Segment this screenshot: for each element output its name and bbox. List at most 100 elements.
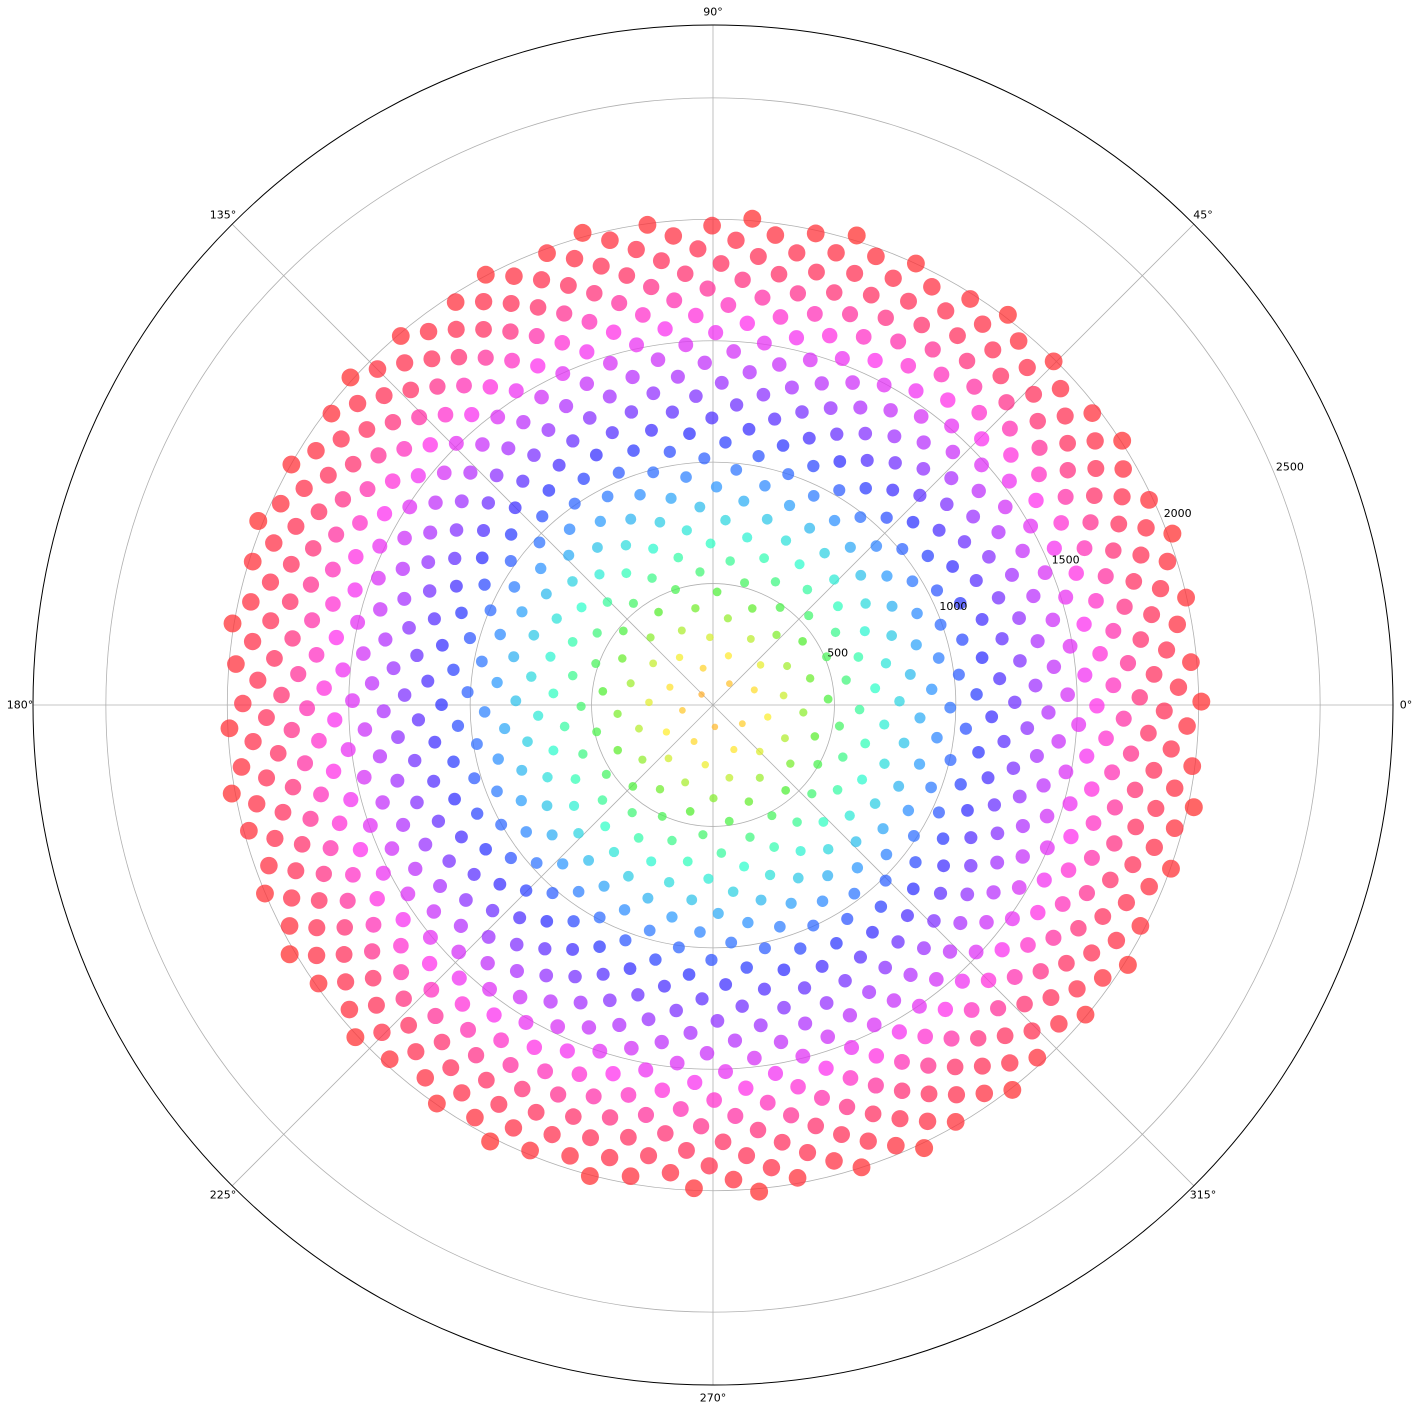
scatter-point [774,1134,791,1151]
scatter-point [582,1020,596,1034]
scatter-point [448,321,465,338]
scatter-point [529,328,545,344]
scatter-point [831,628,840,637]
scatter-point [627,679,635,687]
scatter-point [451,349,468,366]
scatter-point [726,344,741,359]
scatter-point [421,555,435,569]
scatter-point [760,1095,776,1111]
scatter-point [751,686,758,693]
scatter-point [789,330,804,345]
scatter-point [969,945,984,960]
scatter-point [622,1167,640,1185]
scatter-point [590,449,603,462]
scatter-point [244,553,262,571]
scatter-point [287,862,304,879]
scatter-point [917,1029,933,1045]
scatter-point [1029,413,1046,430]
scatter-point [499,723,510,734]
scatter-point [1052,380,1069,397]
scatter-point [352,515,368,531]
scatter-point [1003,447,1019,463]
scatter-point [598,687,607,696]
scatter-point [701,1157,718,1174]
scatter-point [396,818,410,832]
scatter-point [397,592,411,606]
scatter-point [745,797,754,806]
scatter-point [509,383,524,398]
scatter-point [1140,491,1158,509]
scatter-point [1031,466,1047,482]
scatter-point [806,674,814,682]
scatter-point [560,722,570,732]
scatter-point [703,217,721,235]
scatter-point [878,310,894,326]
scatter-point [1147,800,1164,817]
scatter-point [958,535,971,548]
scatter-point [447,664,459,676]
scatter-point [937,859,950,872]
scatter-point [669,1004,683,1018]
scatter-point [790,285,806,301]
scatter-point [698,452,710,464]
scatter-point [1042,989,1059,1006]
scatter-point [1019,359,1036,376]
scatter-point [689,240,706,257]
scatter-point [262,612,279,629]
scatter-point [460,1022,476,1038]
scatter-point [516,765,527,776]
scatter-point [1031,440,1047,456]
scatter-point [819,548,830,559]
scatter-point [1086,432,1103,449]
scatter-point [1132,689,1148,705]
scatter-point [803,432,816,445]
scatter-point [516,606,527,617]
scatter-point [427,904,441,918]
scatter-point [265,534,282,551]
scatter-point [287,518,304,535]
scatter-point [396,912,411,927]
theta-tick-label: 225° [210,1189,237,1202]
scatter-point [543,484,556,497]
scatter-point [807,789,816,798]
scatter-point [455,494,469,508]
scatter-point [464,407,479,422]
scatter-point [1053,515,1069,531]
scatter-point [376,387,393,404]
scatter-point [705,411,718,424]
scatter-point [763,1159,780,1176]
scatter-point [1145,762,1162,779]
scatter-point [1166,779,1183,796]
scatter-point [464,632,476,644]
scatter-point [1069,565,1084,580]
scatter-point [1113,488,1130,505]
scatter-point [940,392,955,407]
scatter-point [510,938,524,952]
scatter-point [923,278,941,296]
scatter-point [594,569,604,579]
scatter-point [854,652,864,662]
scatter-point [603,993,617,1007]
scatter-point [1152,580,1169,597]
scatter-point [655,1035,669,1049]
scatter-point [308,919,325,936]
theta-tick-label: 135° [210,209,237,222]
scatter-point [478,1072,495,1089]
scatter-point [594,912,606,924]
scatter-point [817,895,828,906]
scatter-point [959,353,975,369]
scatter-point [830,937,843,950]
scatter-point [798,1016,812,1030]
scatter-point [328,527,344,543]
scatter-point [1159,553,1177,571]
scatter-point [1120,655,1136,671]
scatter-point [428,496,442,510]
scatter-point [799,1144,816,1161]
scatter-point [428,1095,446,1113]
scatter-point [715,376,729,390]
scatter-point [784,500,795,511]
scatter-point [573,828,584,839]
scatter-point [673,553,683,563]
scatter-point [566,943,579,956]
scatter-point [768,413,781,426]
